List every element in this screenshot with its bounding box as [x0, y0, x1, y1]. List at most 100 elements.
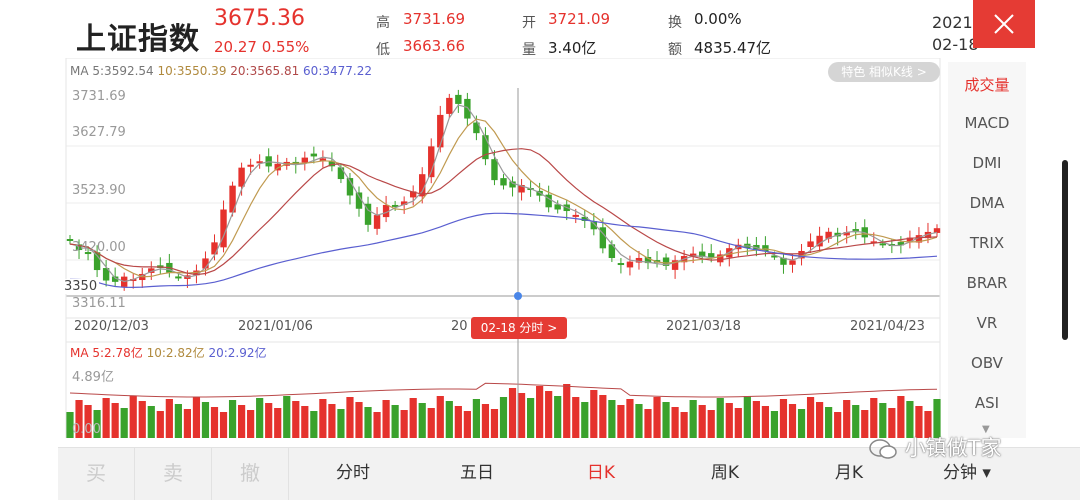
candle-body	[464, 98, 471, 119]
crosshair-dot	[514, 292, 522, 300]
candle-body	[310, 153, 318, 157]
price-change: 20.27 0.55%	[214, 38, 310, 56]
volume-bar	[716, 398, 724, 438]
sell-button[interactable]: 卖	[135, 448, 212, 500]
volume-bar	[499, 397, 508, 438]
high-label: 高	[376, 15, 390, 31]
vol-ma10-legend: 10:2.82亿	[146, 346, 205, 360]
volume-bar	[409, 398, 417, 438]
volume-bar	[671, 407, 679, 438]
tab-weekly-k[interactable]: 周K	[710, 463, 740, 483]
volume-bar	[427, 408, 435, 438]
candle-body	[897, 242, 905, 246]
watermark-text: 小镇做T家	[904, 436, 1002, 460]
indicator-asi[interactable]: ASI	[974, 394, 1000, 412]
selected-date: 2021 02-18	[932, 12, 979, 56]
volume-bar	[310, 411, 318, 438]
volume-bar	[725, 403, 733, 438]
cursor-intraday-button[interactable]: 02-18 分时 >	[471, 317, 567, 339]
volume-bar	[825, 407, 833, 438]
tab-five-day[interactable]: 五日	[460, 463, 494, 483]
candle-body	[500, 178, 507, 186]
candle-body	[924, 231, 932, 239]
volume-bar	[879, 403, 887, 438]
ma5-legend: MA 5:3592.54	[70, 64, 154, 78]
candle-body	[644, 256, 652, 264]
buy-button[interactable]: 买	[58, 448, 135, 500]
candle-body	[780, 257, 787, 265]
volume-bar	[770, 411, 779, 438]
tab-minute[interactable]: 分钟 ▾	[943, 463, 991, 483]
candle-body	[717, 254, 724, 263]
volume-bar	[355, 402, 363, 438]
vol-ma20-legend: 20:2.92亿	[208, 346, 267, 360]
candle-body	[337, 167, 345, 180]
x-label-partial: 20	[451, 319, 468, 334]
candle-body	[355, 192, 363, 209]
volume-bar	[608, 400, 616, 438]
candle-body	[906, 237, 914, 242]
cancel-order-button[interactable]: 撤	[212, 448, 289, 500]
volume-bar	[707, 410, 715, 438]
candle-body	[419, 174, 426, 197]
candle-body	[825, 231, 832, 239]
volume-bar	[138, 401, 146, 438]
volume-bar	[635, 404, 643, 438]
volume-bar	[888, 408, 896, 438]
indicator-brar[interactable]: BRAR	[966, 274, 1008, 292]
candle-body	[455, 94, 462, 104]
indicator-vr[interactable]: VR	[976, 314, 998, 332]
ma20-legend: 20:3565.81	[230, 64, 300, 78]
candle-body	[364, 203, 372, 225]
kline-chart[interactable]	[0, 58, 945, 447]
candle-body	[870, 241, 877, 244]
candle-body	[599, 227, 607, 249]
volume-bar	[490, 409, 499, 438]
volume-bar	[247, 410, 255, 438]
volume-bar	[445, 401, 453, 438]
close-icon	[994, 14, 1014, 34]
tab-daily-k[interactable]: 日K	[586, 463, 616, 483]
candle-body	[491, 159, 498, 181]
indicator-obv[interactable]: OBV	[971, 354, 1003, 372]
volume-bar	[129, 396, 137, 438]
tab-monthly-k[interactable]: 月K	[834, 463, 864, 483]
indicator-trix[interactable]: TRIX	[969, 234, 1005, 252]
volume-bar	[743, 396, 751, 438]
indicator-volume[interactable]: 成交量	[964, 76, 1010, 94]
volume-bar	[752, 401, 760, 438]
more-down-icon[interactable]: ▼	[982, 424, 990, 435]
open-label: 开	[522, 15, 536, 31]
volume-bar	[815, 402, 824, 438]
candle-body	[843, 232, 850, 236]
scrollbar[interactable]	[1062, 160, 1068, 340]
volume-bar	[734, 408, 742, 438]
indicator-dma[interactable]: DMA	[969, 194, 1005, 212]
volume-bar	[797, 409, 806, 438]
volume-ma-legend: MA 5:2.78亿 10:2.82亿 20:2.92亿	[70, 344, 267, 361]
indicator-panel: 成交量 MACD DMI DMA TRIX BRAR VR OBV ASI ▼	[948, 62, 1026, 438]
volume-ma-line	[69, 382, 938, 398]
volume-bar	[382, 400, 390, 438]
close-button[interactable]	[973, 0, 1035, 48]
candle-body	[428, 146, 435, 178]
volume-bar	[698, 405, 706, 438]
volume-bar	[192, 397, 201, 438]
similar-kline-button[interactable]: 特色 相似K线 >	[828, 62, 940, 82]
candle-body	[111, 276, 119, 282]
volume-bar	[662, 402, 670, 438]
volume-bar	[328, 404, 336, 438]
volume-bar	[174, 404, 182, 438]
indicator-dmi[interactable]: DMI	[972, 154, 1002, 172]
candle-body	[66, 239, 74, 241]
volume-zero-label: 0.00	[72, 422, 101, 437]
candle-body	[635, 257, 643, 263]
volume-bar	[870, 398, 878, 438]
tab-intraday[interactable]: 分时	[336, 463, 370, 483]
x-label-4: 2021/04/23	[850, 319, 925, 334]
crosshair-cursor	[514, 88, 522, 438]
volume-bar	[156, 411, 164, 438]
volume-label: 量	[522, 42, 536, 58]
indicator-macd[interactable]: MACD	[964, 114, 1010, 132]
index-title: 上证指数	[76, 22, 200, 57]
